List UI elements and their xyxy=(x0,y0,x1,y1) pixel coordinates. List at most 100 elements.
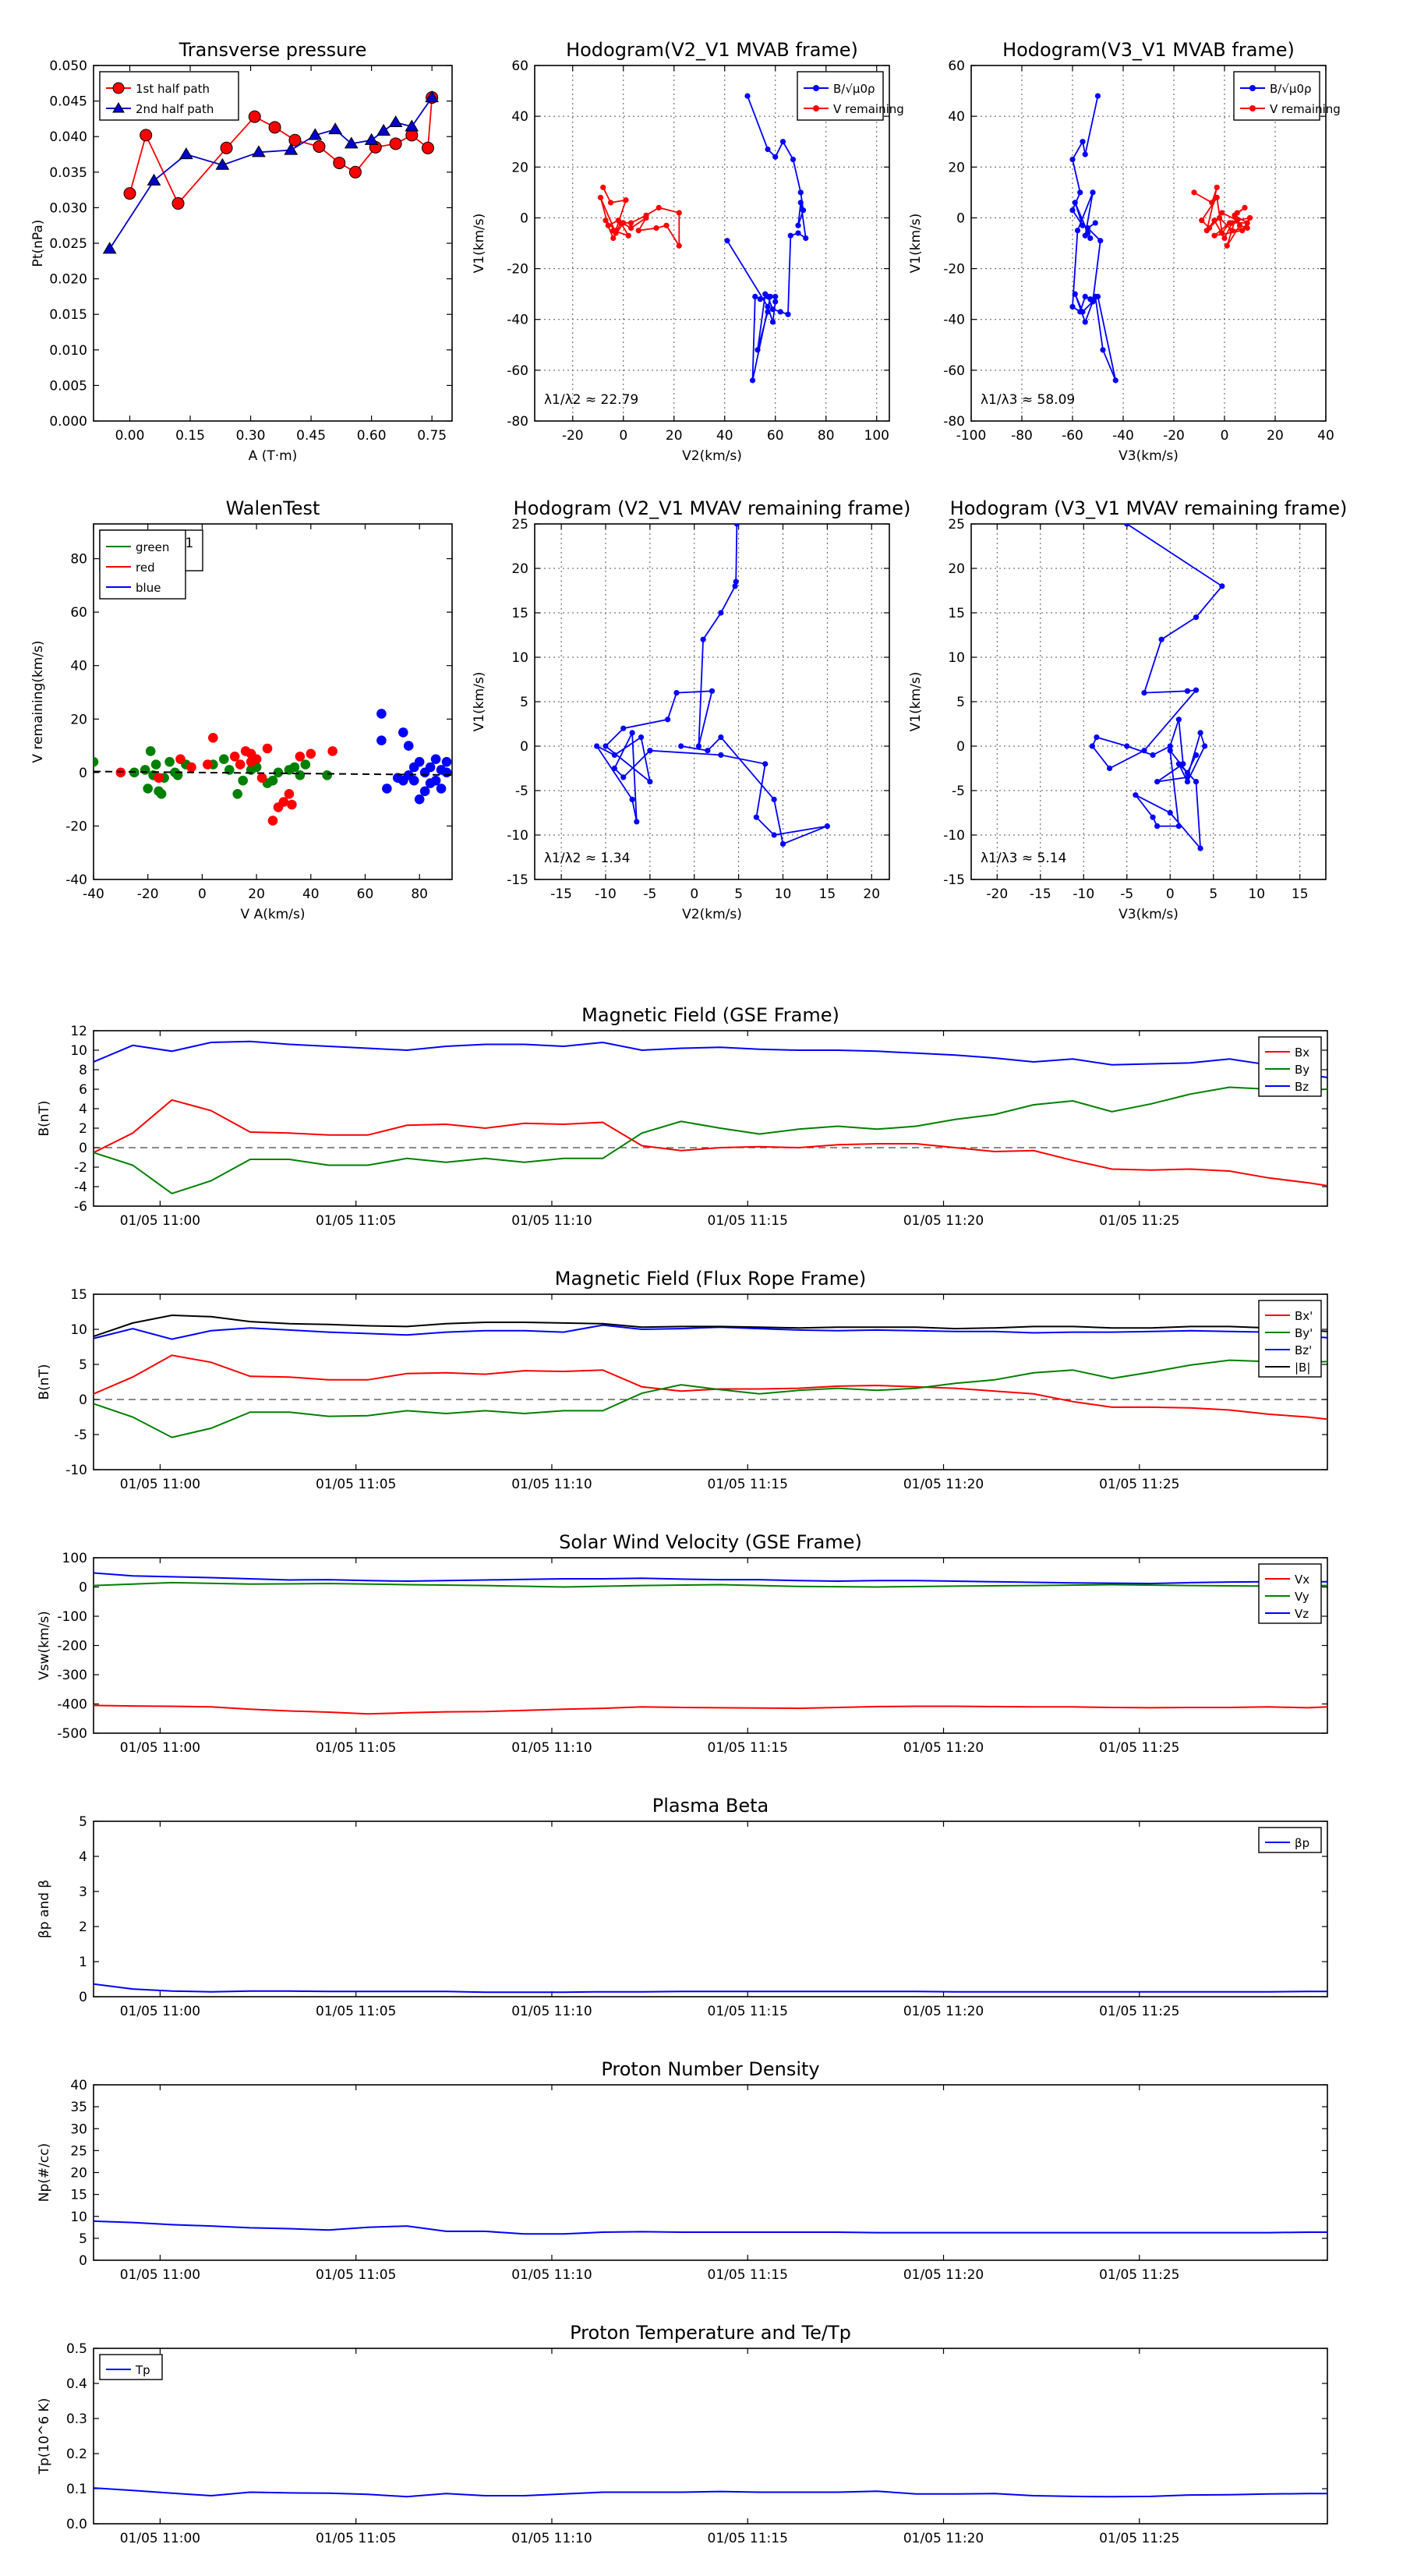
data-point xyxy=(1087,235,1094,242)
y-tick-label: -5 xyxy=(74,1428,87,1443)
legend-label: |B| xyxy=(1295,1361,1310,1375)
data-point xyxy=(610,228,617,234)
y-tick-label: 40 xyxy=(70,659,87,674)
data-point xyxy=(1184,688,1191,694)
x-tick-label: 01/05 11:15 xyxy=(708,1477,788,1492)
x-tick-label: 01/05 11:20 xyxy=(903,2267,984,2283)
y-tick-label: 40 xyxy=(70,2078,87,2093)
chart-hodo_mvav_v3: -20 -15 -10 -5 0 5 10 15 -15 -10 -5 0 5 10 15 20 25Hodog… xyxy=(908,497,1347,922)
x-tick-label: -15 xyxy=(1030,886,1051,902)
data-point xyxy=(436,784,447,794)
data-point xyxy=(755,347,761,353)
data-point xyxy=(611,752,617,759)
legend-label: Vy xyxy=(1295,1590,1309,1604)
data-point xyxy=(145,746,156,756)
x-tick-label: 0 xyxy=(1166,886,1175,902)
data-point xyxy=(267,816,278,826)
x-tick-label: 01/05 11:25 xyxy=(1099,2267,1179,2283)
data-point xyxy=(1074,228,1081,234)
plot-frame xyxy=(534,65,890,422)
y-tick-label: 0.040 xyxy=(49,129,87,145)
legend-label: Vz xyxy=(1295,1607,1309,1621)
data-point xyxy=(295,770,306,780)
series-group xyxy=(597,93,809,384)
data-point xyxy=(678,743,684,749)
x-tick-label: 01/05 11:20 xyxy=(903,1213,984,1229)
legend-box xyxy=(1258,1827,1322,1853)
data-point xyxy=(1100,347,1106,353)
x-tick-label: 15 xyxy=(819,886,836,902)
chart-title: Hodogram(V2_V1 MVAB frame) xyxy=(566,39,858,61)
data-point xyxy=(414,756,425,767)
data-point xyxy=(425,762,436,773)
x-axis-label: V2(km/s) xyxy=(682,907,742,922)
data-point xyxy=(795,222,801,228)
y-tick-label: 10 xyxy=(511,650,528,666)
legend-box xyxy=(797,71,884,121)
x-tick-label: 01/05 11:20 xyxy=(903,2531,984,2546)
series-group xyxy=(1089,524,1225,851)
y-axis-label: B(nT) xyxy=(37,1364,52,1399)
data-point xyxy=(656,204,662,211)
data-point xyxy=(164,756,175,767)
data-point xyxy=(1158,636,1164,642)
data-point xyxy=(441,756,452,767)
plot-frame xyxy=(93,1821,1328,1997)
plot-frame xyxy=(970,523,1327,880)
data-point xyxy=(643,214,649,221)
x-axis-label: V A(km/s) xyxy=(241,907,306,922)
y-tick-label: -300 xyxy=(57,1668,87,1683)
y-axis-label: βp and β xyxy=(37,1880,52,1938)
data-point xyxy=(389,137,402,150)
x-tick-label: -20 xyxy=(137,886,159,902)
data-point xyxy=(262,743,273,754)
legend-box xyxy=(1258,1563,1322,1624)
legend-box xyxy=(99,71,239,121)
data-point xyxy=(1226,220,1233,226)
y-tick-label: 0.030 xyxy=(49,200,87,216)
data-point xyxy=(769,319,776,325)
chart-title: Proton Number Density xyxy=(601,2058,819,2080)
data-point xyxy=(800,207,807,214)
y-tick-label: 60 xyxy=(511,58,528,74)
series-line-0 xyxy=(1071,95,1117,381)
y-tick-label: 15 xyxy=(948,606,965,621)
x-tick-label: 40 xyxy=(716,428,733,444)
series-line-1 xyxy=(94,1086,1327,1194)
y-tick-label: -15 xyxy=(507,872,528,888)
y-tick-label: 0.010 xyxy=(49,343,87,359)
x-tick-label: 0.00 xyxy=(115,428,145,444)
legend-marker xyxy=(1249,85,1256,91)
data-point xyxy=(594,743,600,749)
x-tick-label: -20 xyxy=(1163,428,1185,444)
y-axis-label: V remaining(km/s) xyxy=(30,640,46,763)
data-point xyxy=(430,775,441,786)
y-tick-label: -20 xyxy=(507,262,528,278)
data-point xyxy=(1184,774,1191,780)
chart-title: Hodogram(V3_V1 MVAB frame) xyxy=(1002,39,1295,61)
data-point xyxy=(102,242,117,254)
data-point xyxy=(749,377,756,384)
x-tick-label: 01/05 11:25 xyxy=(1099,2004,1179,2019)
y-tick-label: 0.020 xyxy=(49,272,87,288)
data-point xyxy=(1141,748,1147,754)
y-tick-label: 10 xyxy=(948,650,965,666)
data-point xyxy=(403,741,414,751)
data-point xyxy=(617,220,624,226)
data-point xyxy=(186,762,196,773)
y-tick-label: 0 xyxy=(79,1580,87,1596)
data-point xyxy=(313,140,326,153)
data-point xyxy=(140,129,153,142)
y-tick-label: -5 xyxy=(515,784,528,799)
y-tick-label: 5 xyxy=(79,1814,87,1830)
data-point xyxy=(268,121,281,134)
data-point xyxy=(333,156,346,169)
data-point xyxy=(248,110,261,123)
legend-box xyxy=(1233,71,1320,121)
data-point xyxy=(605,222,611,228)
data-point xyxy=(1202,743,1208,749)
data-point xyxy=(797,200,804,206)
series-group xyxy=(94,1572,1327,1715)
x-tick-label: 01/05 11:15 xyxy=(708,2531,788,2546)
legend-label: By' xyxy=(1295,1326,1313,1340)
